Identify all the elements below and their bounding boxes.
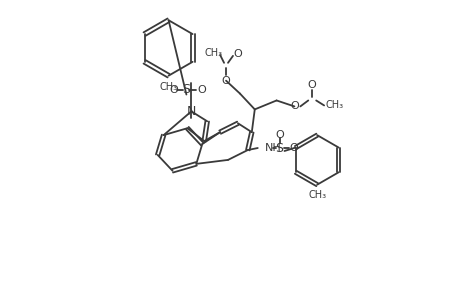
Text: N: N xyxy=(186,105,196,118)
Text: O: O xyxy=(169,85,178,94)
Text: O: O xyxy=(196,85,205,94)
Text: CH₃: CH₃ xyxy=(159,82,177,92)
Text: O: O xyxy=(289,101,298,111)
Text: CH₃: CH₃ xyxy=(325,100,343,110)
Text: CH₃: CH₃ xyxy=(204,48,222,58)
Text: S: S xyxy=(182,83,190,96)
Text: O: O xyxy=(233,49,242,59)
Text: S: S xyxy=(275,142,283,154)
Text: O: O xyxy=(307,80,316,90)
Text: O: O xyxy=(221,76,230,85)
Text: NH: NH xyxy=(264,143,281,153)
Text: CH₃: CH₃ xyxy=(308,190,325,200)
Text: O: O xyxy=(288,143,297,153)
Text: O: O xyxy=(274,130,283,140)
